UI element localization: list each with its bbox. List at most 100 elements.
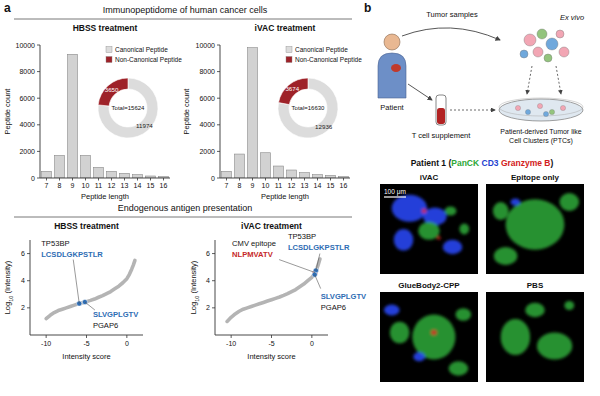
panel-title: iVAC	[420, 173, 439, 182]
bar	[261, 153, 271, 178]
annotation-text: NLPMVATV	[232, 250, 274, 259]
y-axis	[30, 240, 31, 335]
data-label: 3674	[285, 85, 299, 92]
microscopy-title-part: Patient 1 (	[411, 158, 452, 168]
microscopy-title-part: Granzyme B	[499, 158, 551, 168]
donut	[278, 78, 338, 138]
signal-blob	[494, 247, 518, 265]
bar	[287, 170, 297, 178]
dish-cell	[549, 109, 554, 114]
signal-blob	[525, 303, 545, 317]
arrow	[527, 66, 532, 94]
micrograph-signal	[384, 305, 471, 376]
legend-label: Canonical Peptide	[115, 46, 168, 54]
legend-label: Non-Canonical Peptide	[295, 56, 362, 64]
bar	[222, 171, 232, 178]
header-rule	[14, 217, 352, 218]
legend-swatch	[286, 47, 292, 53]
tumor-icon	[391, 64, 401, 72]
leader-line	[85, 302, 95, 310]
diagram-label: Cell Clusters (PTCs)	[509, 137, 573, 145]
y-axis	[40, 45, 41, 178]
bar	[107, 171, 117, 178]
leader-line	[315, 275, 321, 289]
y-tick-label: 2	[206, 304, 210, 311]
y-tick	[212, 307, 215, 308]
x-tick-label: 7	[45, 182, 49, 189]
annotation-text: SLVGPLGTV	[321, 292, 367, 301]
x-tick-label: 14	[314, 182, 322, 189]
y-axis-title-part: (Intensity)	[189, 260, 198, 296]
x-tick-label: 11	[95, 182, 102, 189]
x-tick-label: 16	[160, 182, 168, 189]
x-tick-label: 10	[82, 182, 90, 189]
micrograph-signal	[501, 301, 574, 360]
signal-blob	[501, 319, 530, 355]
x-tick	[271, 335, 272, 338]
legend-swatch	[106, 47, 112, 53]
y-axis	[220, 45, 221, 178]
y-axis-title: Log10 (Intensity)	[189, 260, 200, 314]
plot-area	[227, 259, 320, 321]
y-axis	[215, 240, 216, 335]
y-tick-label: 10000	[196, 42, 216, 49]
y-tick-label: 2000	[199, 148, 215, 155]
microscopy-title-part: PanCK	[451, 158, 480, 168]
x-axis	[220, 178, 350, 179]
cell-icon	[533, 47, 543, 57]
bar	[94, 167, 104, 178]
y-tick-label: 6000	[199, 95, 215, 102]
x-tick-label: 15	[327, 182, 335, 189]
x-tick-label: -5	[268, 340, 274, 347]
chart-title: HBSS treatment	[54, 221, 119, 231]
y-tick-label: 2000	[19, 148, 35, 155]
annotation-text: LCSDLGKPSTLR	[41, 250, 103, 259]
y-axis-title: Log10 (Intensity)	[3, 260, 14, 314]
signal-blob	[493, 202, 509, 220]
legend-label: Canonical Peptide	[295, 46, 348, 54]
x-tick-label: 9	[251, 182, 255, 189]
data-label: 11974	[136, 122, 153, 129]
dish-cell	[543, 111, 548, 116]
y-tick	[27, 307, 30, 308]
chart-title: iVAC treatment	[241, 221, 302, 231]
dish-cell	[515, 105, 520, 110]
micrograph	[380, 184, 478, 274]
bar	[120, 173, 130, 178]
x-tick-label: 11	[275, 182, 282, 189]
x-tick	[231, 335, 232, 338]
annotation-text: SLVGPLGTV	[93, 310, 139, 319]
y-tick-label: 6000	[19, 95, 35, 102]
signal-blob	[390, 322, 410, 344]
arrow	[450, 110, 495, 111]
legend-swatch	[106, 57, 112, 63]
x-tick-label: 14	[134, 182, 142, 189]
x-tick-label: 10	[262, 182, 270, 189]
signal-blob	[431, 330, 437, 335]
y-tick	[212, 280, 215, 281]
signal-blob	[413, 352, 425, 361]
y-tick-label: 4	[21, 277, 25, 284]
bar	[55, 155, 65, 178]
x-axis-title: Peptide length	[81, 192, 129, 201]
cell-icon	[544, 54, 552, 62]
diagram-label: Ex vivo	[560, 13, 584, 22]
bar	[235, 154, 245, 178]
x-tick-label: 8	[58, 182, 62, 189]
scale-bar	[384, 196, 406, 197]
micrograph	[380, 292, 478, 382]
x-tick-label: 15	[147, 182, 155, 189]
diagram-label: Patient-derived Tumor like	[500, 128, 581, 135]
slice	[98, 78, 158, 138]
signal-blob	[511, 198, 521, 205]
y-tick-label: 6	[206, 250, 210, 257]
annotation-text: CMV epitope	[232, 239, 276, 248]
diagram-label: T cell supplement	[412, 131, 472, 140]
y-tick-label: 8000	[19, 68, 35, 75]
bar	[42, 171, 52, 178]
micrograph-signal	[493, 193, 579, 265]
x-tick-label: 12	[288, 182, 296, 189]
leader-line	[279, 260, 315, 273]
cell-icon	[537, 29, 547, 39]
figure: aImmunopeptidome of human cancer cellsEn…	[0, 0, 600, 396]
